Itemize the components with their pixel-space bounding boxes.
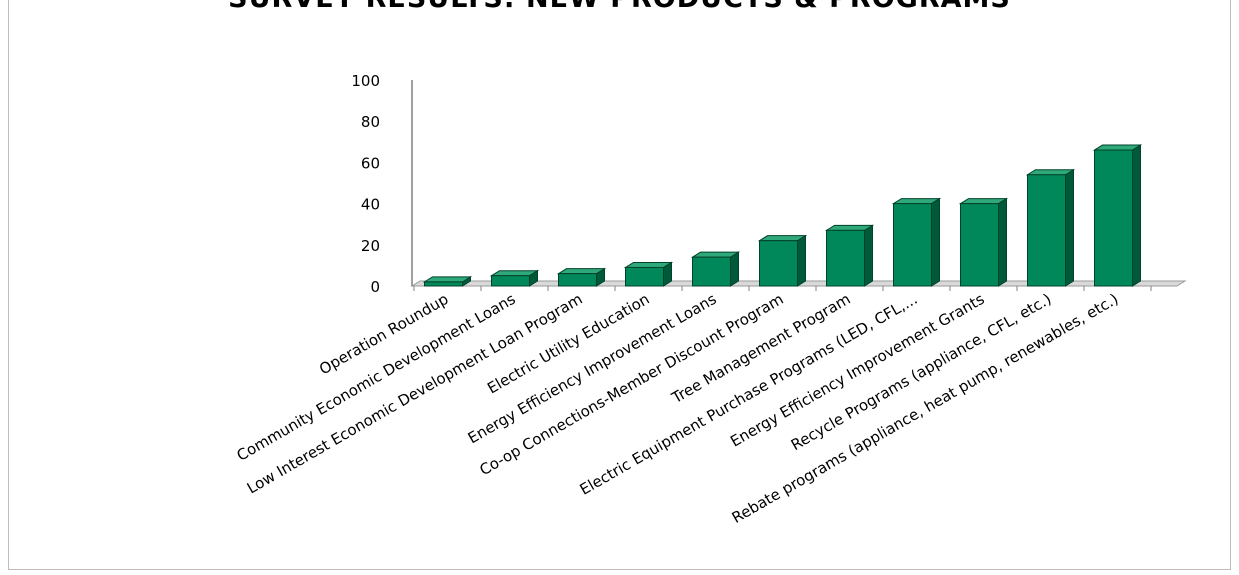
- chart-title: SURVEY RESULTS: NEW PRODUCTS & PROGRAMS: [0, 0, 1239, 14]
- bar-front-face: [1094, 149, 1133, 287]
- bar-side-face: [931, 197, 940, 287]
- chart-frame: [8, 0, 1231, 570]
- bar-front-face: [424, 281, 463, 287]
- bar: [1025, 168, 1076, 287]
- bar-top-face: [422, 276, 473, 283]
- bar: [824, 224, 875, 287]
- bar-side-face: [797, 234, 806, 287]
- bar-top-face: [824, 224, 875, 231]
- y-tick-label: 20: [361, 237, 380, 255]
- bar-front-face: [960, 203, 999, 287]
- axis-layer: 0 20 40 60 80 100: [351, 72, 1152, 296]
- bar-side-face: [998, 197, 1007, 287]
- bar-top-face: [757, 235, 808, 242]
- y-tick-label: 60: [361, 154, 380, 172]
- bar-layer: [422, 144, 1143, 287]
- bar-front-face: [692, 256, 731, 287]
- bar: [958, 197, 1009, 287]
- bar-side-face: [1132, 144, 1141, 287]
- bar: [757, 234, 808, 287]
- bar-top-face: [623, 261, 674, 268]
- bar-front-face: [826, 229, 865, 287]
- bar-front-face: [759, 240, 798, 287]
- bar-top-face: [891, 198, 942, 205]
- bar-top-face: [489, 270, 540, 277]
- bar: [422, 275, 473, 287]
- bar-side-face: [1065, 168, 1074, 287]
- bar: [556, 267, 607, 287]
- bar: [891, 197, 942, 287]
- bar-top-face: [1025, 169, 1076, 176]
- bar-side-face: [864, 224, 873, 287]
- y-tick-label: 0: [370, 278, 380, 296]
- bar-top-face: [556, 268, 607, 275]
- bar: [1092, 144, 1143, 287]
- y-tick-label: 80: [361, 113, 380, 131]
- bar-top-face: [1092, 144, 1143, 151]
- bar-front-face: [893, 203, 932, 287]
- bar-top-face: [958, 198, 1009, 205]
- bar-top-face: [690, 251, 741, 258]
- bar: [489, 269, 540, 287]
- y-tick-label: 40: [361, 196, 380, 214]
- bar-front-face: [558, 273, 597, 287]
- bar-front-face: [491, 275, 530, 287]
- bar-front-face: [625, 266, 664, 287]
- bar-front-face: [1027, 174, 1066, 287]
- bar: [690, 251, 741, 287]
- y-tick-label: 100: [351, 72, 380, 90]
- bar-side-face: [730, 251, 739, 287]
- bar: [623, 261, 674, 287]
